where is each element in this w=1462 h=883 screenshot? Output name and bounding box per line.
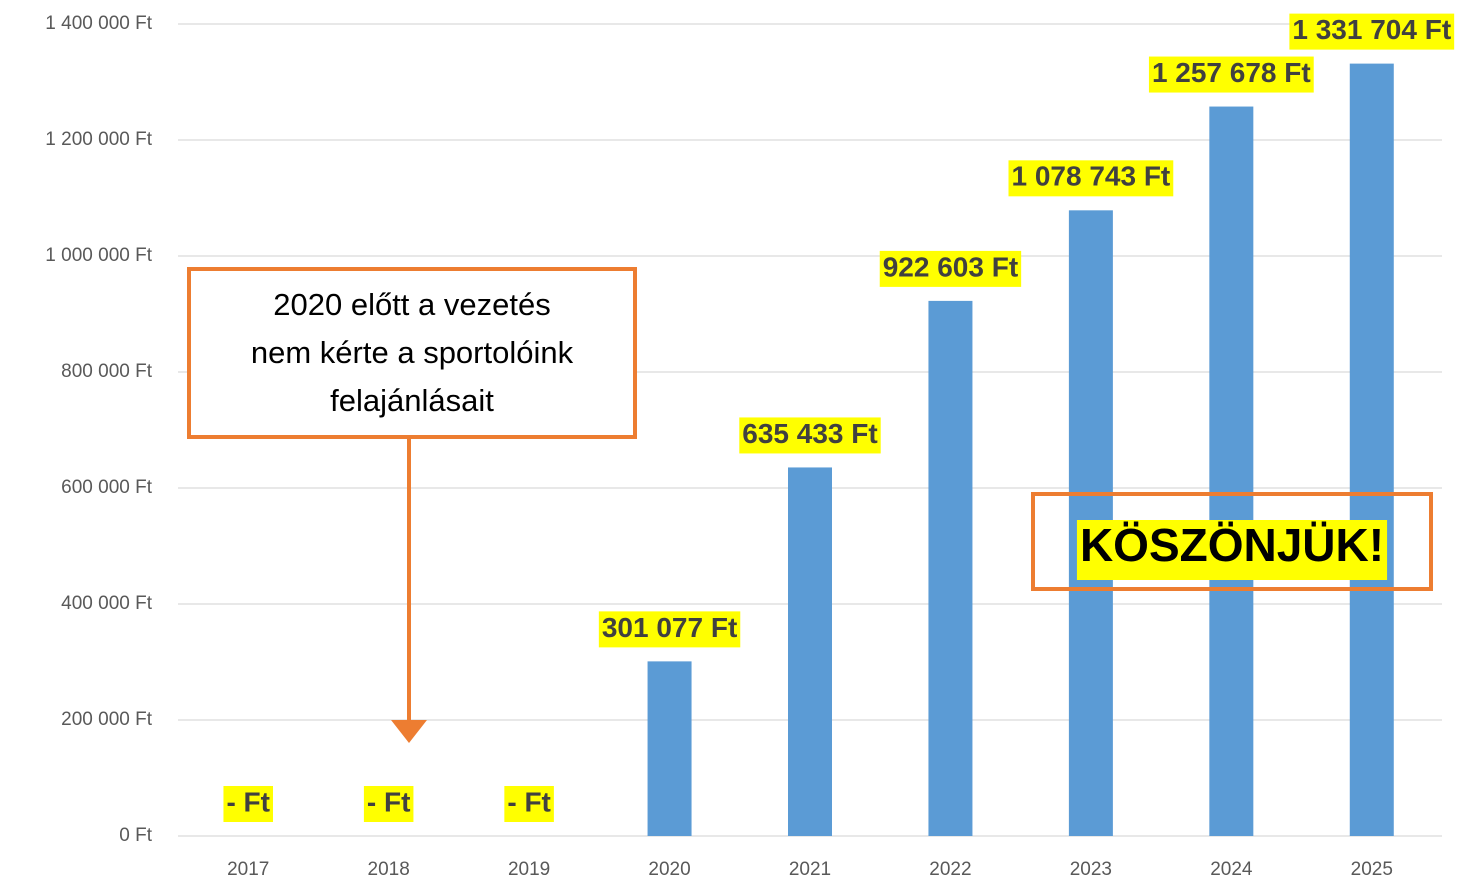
note-line: 2020 előtt a vezetés bbox=[273, 287, 550, 322]
value-label: 1 331 704 Ft bbox=[1292, 14, 1451, 45]
thanks-text: KÖSZÖNJÜK! bbox=[1080, 519, 1384, 571]
x-tick-label: 2018 bbox=[368, 859, 410, 880]
value-label-highlight bbox=[598, 611, 741, 648]
x-tick-label: 2020 bbox=[648, 859, 690, 880]
thanks-box bbox=[1031, 492, 1433, 591]
value-label: 301 077 Ft bbox=[602, 612, 737, 643]
y-tick-label: 1 400 000 Ft bbox=[45, 13, 152, 34]
note-box bbox=[187, 267, 637, 439]
x-tick-label: 2023 bbox=[1070, 859, 1112, 880]
y-tick-label: 600 000 Ft bbox=[61, 477, 153, 498]
value-label: 922 603 Ft bbox=[883, 251, 1018, 282]
value-label: 1 078 743 Ft bbox=[1011, 161, 1170, 192]
note-line: felajánlásait bbox=[330, 383, 494, 418]
y-tick-label: 1 200 000 Ft bbox=[45, 129, 152, 150]
x-tick-label: 2022 bbox=[929, 859, 971, 880]
value-label-highlight bbox=[739, 417, 881, 454]
x-tick-label: 2025 bbox=[1351, 859, 1393, 880]
value-label-highlight bbox=[504, 786, 554, 822]
y-tick-label: 0 Ft bbox=[119, 825, 152, 846]
y-tick-label: 400 000 Ft bbox=[61, 593, 153, 614]
x-tick-label: 2024 bbox=[1210, 859, 1253, 880]
value-label: 1 257 678 Ft bbox=[1152, 57, 1311, 88]
x-tick-label: 2019 bbox=[508, 859, 550, 880]
value-label: - Ft bbox=[226, 786, 270, 817]
bars bbox=[647, 63, 1394, 837]
y-tick-label: 1 000 000 Ft bbox=[45, 245, 152, 266]
x-tick-label: 2017 bbox=[227, 859, 269, 880]
labels: 2017 - Ft 2018 - Ft 2019 - Ft 2020 301 077 Ft 20… bbox=[223, 13, 1455, 880]
annotations: 2020 előtt a vezetés nem kérte a sportol… bbox=[187, 267, 1433, 743]
value-label-highlight bbox=[1289, 13, 1455, 50]
y-tick-label: 200 000 Ft bbox=[61, 709, 153, 730]
bar bbox=[1349, 63, 1394, 836]
value-label-highlight bbox=[879, 250, 1022, 287]
value-label-highlight bbox=[363, 786, 414, 822]
x-tick-label: 2021 bbox=[789, 859, 831, 880]
value-label-highlight bbox=[1148, 56, 1314, 93]
value-label: - Ft bbox=[367, 786, 411, 817]
thanks-highlight bbox=[1076, 520, 1388, 580]
value-label: - Ft bbox=[507, 786, 551, 817]
bar bbox=[647, 661, 692, 836]
note-line: nem kérte a sportolóink bbox=[251, 335, 574, 370]
value-label-highlight bbox=[1008, 160, 1174, 197]
bar bbox=[928, 300, 973, 836]
y-tick-label: 800 000 Ft bbox=[61, 361, 153, 382]
value-label: 635 433 Ft bbox=[742, 418, 877, 449]
bar bbox=[1209, 106, 1254, 837]
arrow-head bbox=[391, 720, 427, 743]
bar bbox=[788, 467, 832, 836]
value-label-highlight bbox=[223, 786, 273, 822]
